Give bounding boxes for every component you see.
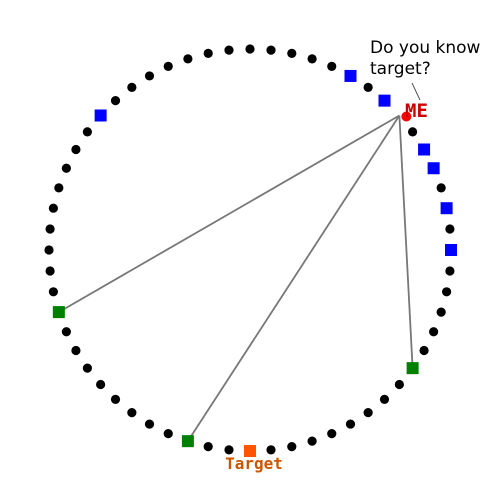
ring-dot — [287, 48, 297, 58]
blue-node — [440, 202, 453, 215]
ring-dot — [45, 266, 55, 276]
ring-dot — [127, 408, 137, 418]
ring-dot — [345, 419, 356, 429]
ring-dot — [363, 408, 373, 418]
ring-dot — [183, 54, 193, 64]
blue-node — [94, 109, 107, 122]
ring-dot — [408, 127, 418, 137]
ring-dot — [45, 224, 55, 234]
ring-dot — [327, 429, 337, 439]
ring-dot — [266, 45, 276, 55]
ring-dot — [144, 419, 155, 429]
blue-node — [344, 69, 357, 82]
ring-dot — [96, 379, 106, 390]
ring-dot-layer — [44, 44, 455, 455]
connection-edge — [187, 115, 401, 442]
ring-dot — [379, 394, 390, 404]
ring-dot — [82, 127, 92, 137]
ring-dot — [61, 327, 71, 337]
ring-dot — [48, 203, 58, 213]
me-node — [401, 111, 412, 122]
green-node — [52, 306, 65, 319]
edge-layer — [58, 114, 414, 442]
ring-dot — [394, 379, 404, 390]
ring-dot — [54, 183, 64, 193]
ring-dot — [429, 327, 439, 337]
blue-node — [378, 94, 391, 107]
node-layer — [52, 69, 457, 457]
ring-dot — [266, 445, 276, 455]
ring-dot — [307, 54, 317, 64]
question-pointer-line — [411, 82, 421, 101]
ring-dot — [71, 345, 81, 356]
ring-dot — [445, 224, 455, 234]
ring-dot — [442, 287, 452, 297]
ring-dot — [203, 442, 213, 452]
ring-dot — [48, 287, 58, 297]
question-label-line-2: target? — [370, 59, 431, 79]
ring-dot — [163, 61, 173, 71]
ring-dot — [71, 144, 81, 155]
ring-dot — [224, 445, 234, 455]
ring-dot — [82, 363, 92, 373]
ring-dot — [436, 183, 446, 193]
ring-dot — [127, 82, 137, 92]
ring-dot — [445, 266, 455, 276]
ring-dot — [436, 307, 446, 317]
ring-dot — [307, 436, 317, 446]
ring-dot — [44, 245, 54, 255]
ring-dot — [203, 48, 213, 58]
target-label: Target — [225, 454, 283, 473]
me-label: ME — [405, 100, 428, 122]
ring-dot — [61, 163, 71, 173]
green-node — [406, 362, 419, 375]
ring-dot — [163, 429, 173, 439]
blue-node — [445, 244, 457, 256]
ring-dot — [110, 394, 121, 404]
connection-edge — [398, 115, 414, 369]
ring-dot — [110, 96, 121, 106]
ring-dot — [224, 45, 234, 55]
ring-dot — [363, 82, 373, 92]
ring-dot — [144, 71, 155, 81]
question-label-line-1: Do you know — [370, 38, 481, 58]
connection-edge — [58, 114, 400, 313]
ring-dot — [245, 44, 255, 54]
green-node — [181, 435, 194, 448]
blue-node — [427, 162, 440, 175]
ring-dot — [327, 61, 337, 71]
ring-dot — [419, 345, 429, 356]
target-node — [244, 445, 256, 457]
blue-node — [418, 143, 431, 156]
ring-dot — [287, 442, 297, 452]
